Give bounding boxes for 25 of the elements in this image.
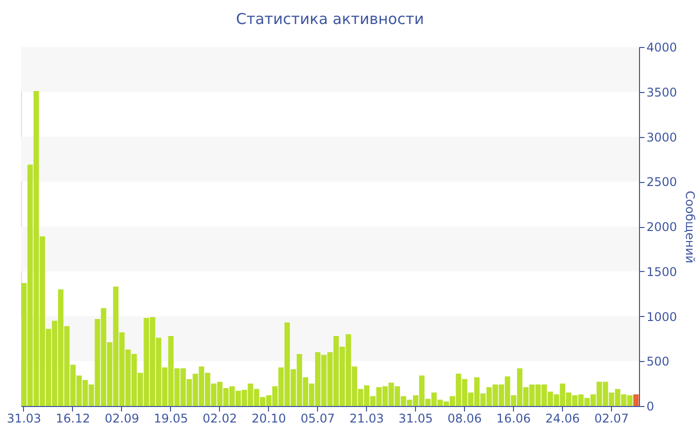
y-tick-label: 0 (646, 400, 654, 414)
y-axis-title: Сообщений (683, 190, 698, 264)
bar (633, 394, 639, 406)
x-tick-label: 02.02 (202, 412, 238, 426)
y-tick-label: 2500 (646, 175, 678, 190)
x-tick-label: 05.07 (300, 412, 335, 426)
y-tick-label: 4000 (646, 40, 678, 54)
x-tick-label: 21.03 (350, 412, 384, 426)
y-tick-label: 1500 (646, 264, 678, 279)
x-tick-label: 24.06 (545, 412, 580, 426)
x-tick-label: 31.03 (6, 412, 42, 426)
chart-title: Статистика активности (236, 10, 424, 28)
x-tick-label: 02.07 (594, 412, 629, 426)
x-tick-label: 02.09 (104, 412, 140, 426)
x-tick-label: 08.06 (447, 412, 482, 426)
y-tick-label: 3500 (646, 85, 678, 100)
y-tick-label: 3000 (646, 130, 678, 144)
x-tick-label: 31.05 (398, 412, 433, 426)
x-tick-label: 16.06 (496, 412, 531, 426)
y-tick-label: 500 (646, 354, 670, 369)
y-tick-label: 1000 (646, 310, 678, 324)
y-tick-label: 2000 (646, 220, 678, 234)
x-tick-label: 19.05 (154, 412, 188, 426)
x-tick-label: 16.12 (56, 412, 90, 426)
x-tick-label: 20.10 (252, 412, 286, 426)
